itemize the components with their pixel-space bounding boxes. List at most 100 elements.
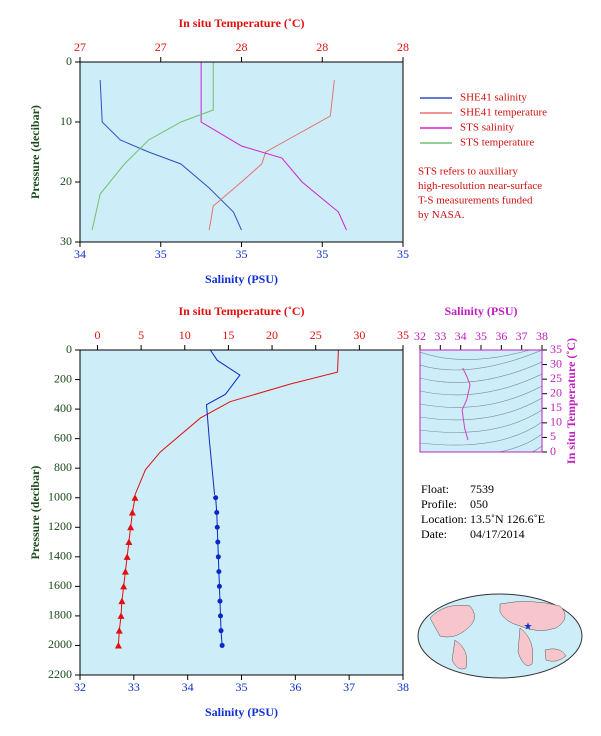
y-axis-title: Pressure (decibar) [28,466,42,560]
info-value: 04/17/2014 [470,527,525,541]
x-axis-title: Salinity (PSU) [205,705,278,719]
world-map: ★ [417,593,583,679]
y-tick-label: 10 [60,114,72,128]
info-label: Location: [421,512,467,526]
x-tick-label: 32 [414,329,426,343]
x-tick-label: 35 [397,247,409,261]
y-tick-label: 5 [550,429,556,443]
marker [128,509,136,516]
x2-tick-label: 25 [310,328,322,342]
y-tick-label: 200 [54,371,72,385]
x-tick-label: 35 [475,329,487,343]
series-line [91,62,214,231]
ts-background [420,350,542,452]
y-tick-label: 600 [54,430,72,444]
marker [127,523,135,531]
x-tick-label: 32 [74,680,86,694]
info-label: Float: [421,482,449,496]
marker [219,642,225,648]
x2-tick-label: 10 [179,328,191,342]
y-tick-label: 20 [550,385,562,399]
series-line [200,62,347,231]
x-tick-label: 36 [495,329,507,343]
plot-frame [419,349,543,453]
x-tick-label: 35 [236,247,248,261]
y-tick-label: 25 [550,371,562,385]
x-axis-title: Salinity (PSU) [205,272,278,286]
y-tick-label: 800 [54,460,72,474]
marker [216,583,222,589]
plot-frame [79,61,404,243]
marker [217,598,223,604]
y-tick-label: 1600 [48,578,72,592]
marker [218,628,224,634]
x2-tick-label: 20 [266,328,278,342]
y-tick-label: 15 [550,400,562,414]
density-contours [420,350,542,452]
marker [120,582,128,590]
x2-tick-label: 27 [74,40,86,54]
y-tick-label: 20 [60,174,72,188]
info-label: Date: [421,527,447,541]
x2-axis-title: In situ Temperature (˚C) [178,16,304,30]
x-tick-label: 36 [289,680,301,694]
info-value: 13.5˚N 126.6˚E [470,512,545,526]
x-tick-label: 38 [397,680,409,694]
legend-label: STS temperature [460,137,534,149]
marker [213,495,219,501]
annotation: by NASA. [418,209,465,221]
marker [118,597,126,605]
marker [117,612,125,619]
x2-tick-label: 28 [397,40,409,54]
y-tick-label: 10 [550,415,562,429]
x-tick-label: 33 [434,329,446,343]
ts-plot-bg [420,350,542,452]
x2-tick-label: 27 [155,40,167,54]
x-tick-label: 35 [316,247,328,261]
series-line [205,349,241,495]
x-tick-label: 37 [516,329,528,343]
marker [215,539,221,545]
series-line [99,79,242,231]
marker [214,510,220,515]
annotation: T-S measurements funded [418,195,533,207]
y-tick-label: 30 [550,356,562,370]
plot-bg [80,62,403,242]
marker [115,627,123,634]
marker [215,554,221,560]
x2-axis-title: In situ Temperature (˚C) [178,304,304,318]
x2-tick-label: 15 [222,328,234,342]
x-tick-label: 35 [155,247,167,261]
info-value: 050 [470,497,488,511]
marker [131,494,139,501]
y-tick-label: 2200 [48,667,72,681]
y-axis-title: In situ Temperature (˚C) [564,338,578,464]
y-tick-label: 1800 [48,608,72,622]
x-tick-label: 35 [236,680,248,694]
x2-tick-label: 35 [397,328,409,342]
x-tick-label: 33 [128,680,140,694]
x2-tick-label: 28 [236,40,248,54]
y-axis-title: Pressure (decibar) [28,105,42,199]
marker [218,613,224,619]
series-line [208,79,335,231]
marker [121,568,129,575]
x2-tick-label: 5 [138,328,144,342]
legend-label: SHE41 salinity [460,92,527,104]
x-tick-label: 34 [182,680,194,694]
y-tick-label: 0 [66,54,72,68]
y-tick-label: 400 [54,401,72,415]
y-tick-label: 2000 [48,637,72,651]
legend-label: SHE41 temperature [460,107,547,119]
x-tick-label: 34 [74,247,86,261]
x2-tick-label: 0 [94,328,100,342]
x-tick-label: 38 [536,329,548,343]
plot-frame [79,349,404,676]
marker [114,641,122,649]
legend-label: STS salinity [460,122,515,134]
y-tick-label: 1400 [48,549,72,563]
y-tick-label: 35 [550,342,562,356]
y-tick-label: 1000 [48,489,72,503]
series-line [134,349,339,495]
